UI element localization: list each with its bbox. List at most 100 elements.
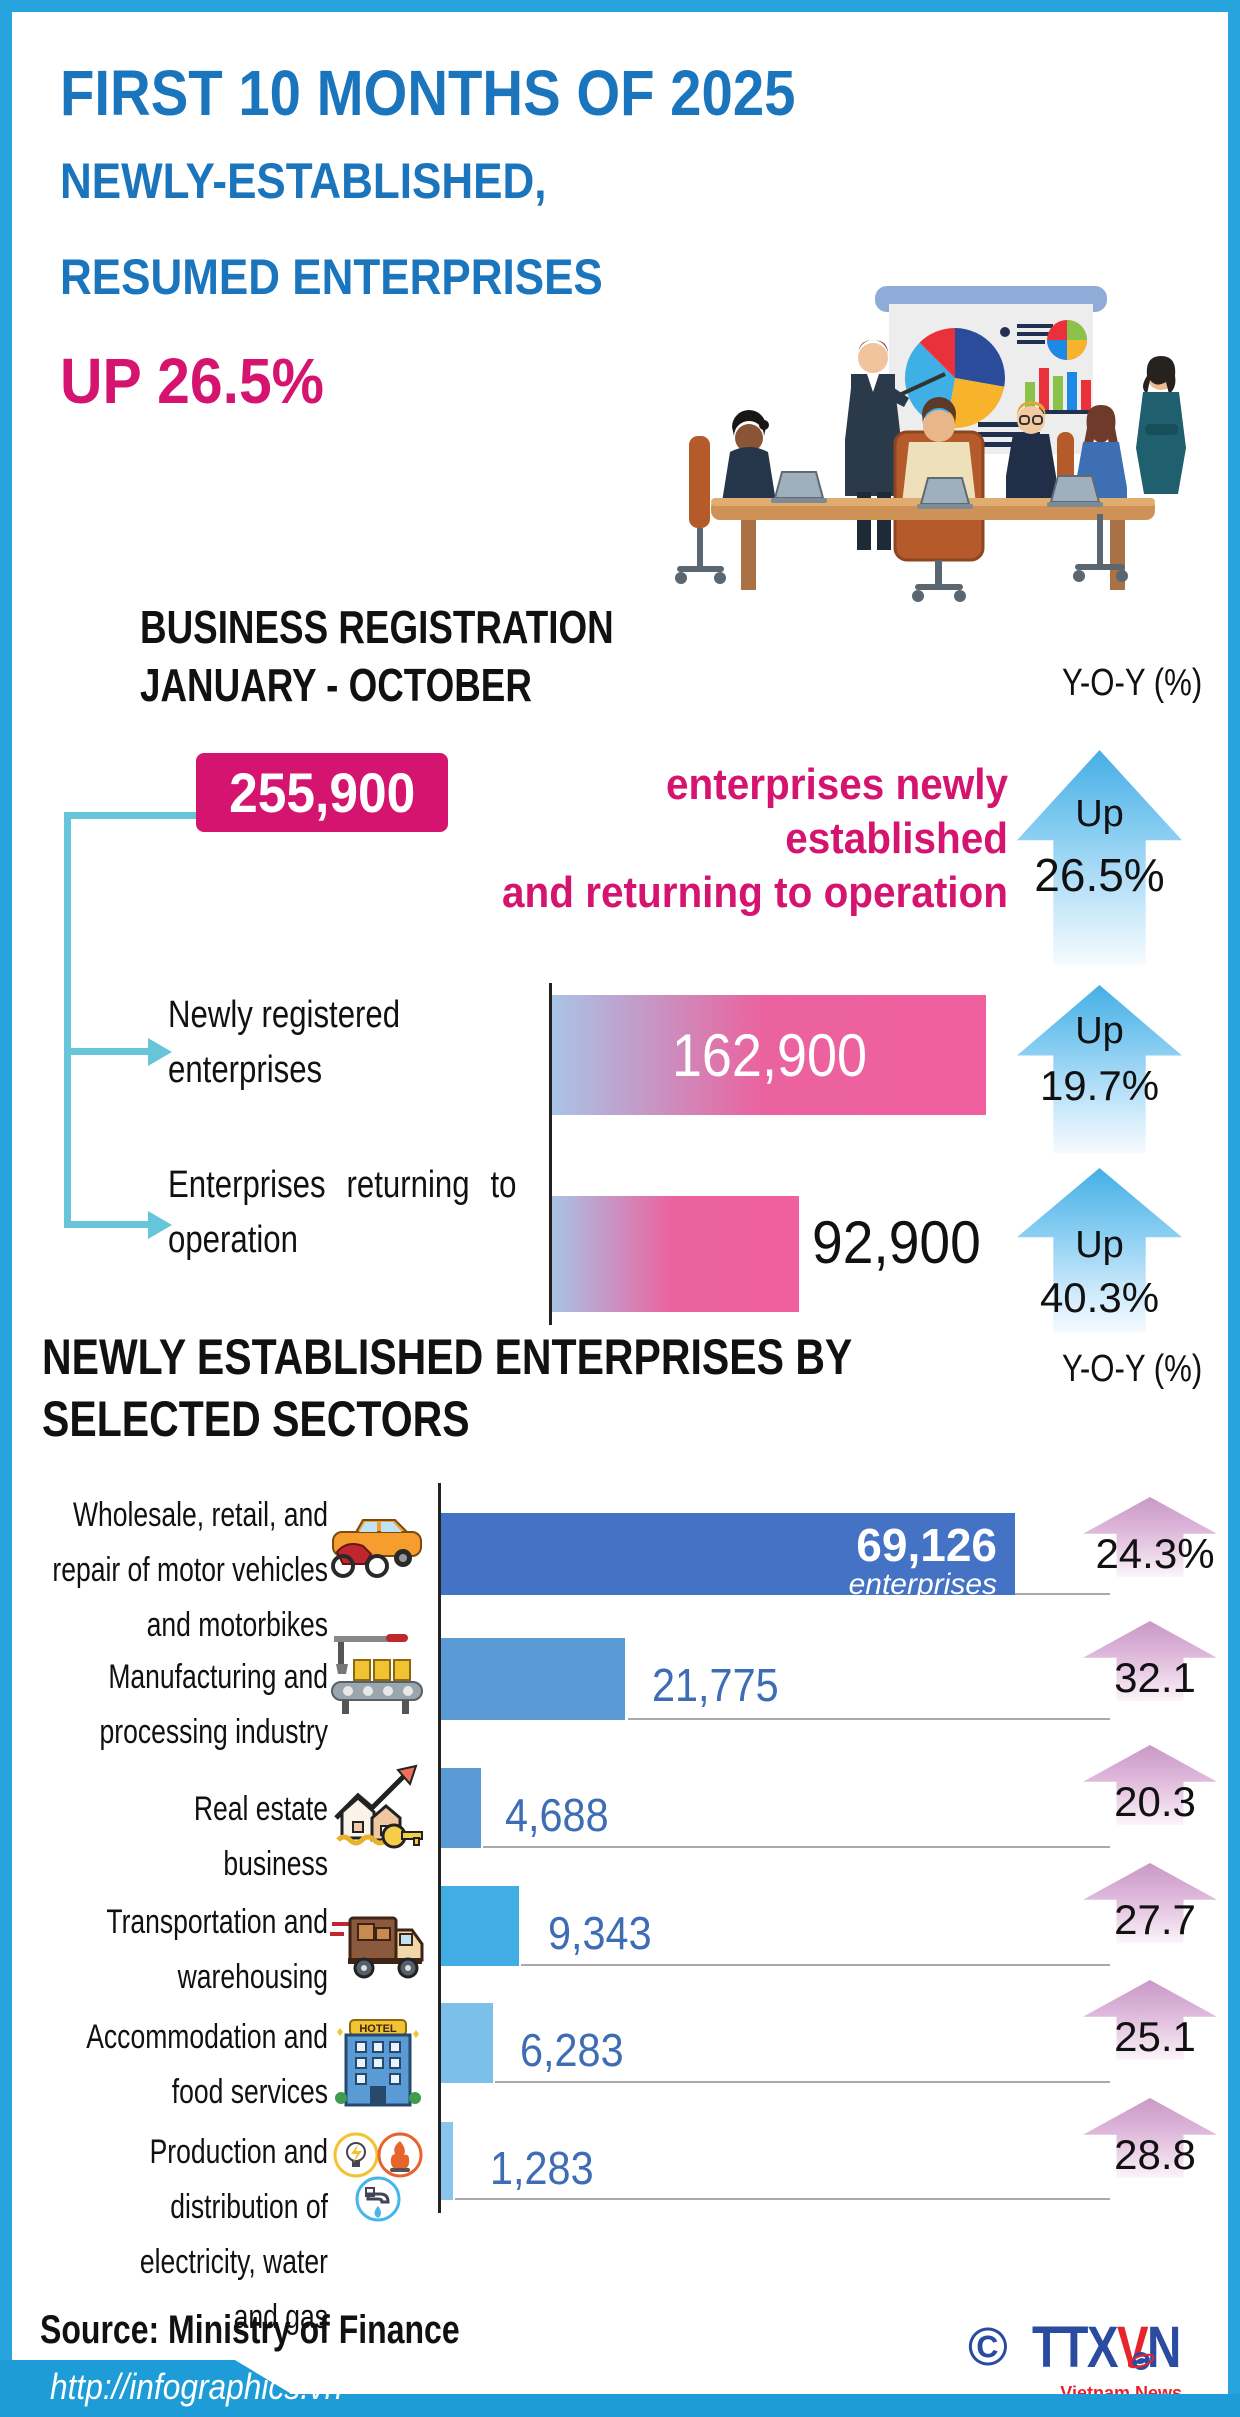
manufacturing-yoy-text: 32.1 [1114,1654,1196,1701]
utilities-label-l4: and gas [233,2298,328,2336]
bracket-arrow-line-1 [64,1048,150,1055]
bracket-arrow-line-2 [64,1221,150,1228]
frame-top [0,0,1240,12]
sectors-title-text1: NEWLY ESTABLISHED ENTERPRISES BY [42,1329,853,1385]
headline-stat-text: UP 26.5% [60,345,325,417]
utilities-label-l1: Production and [149,2133,328,2171]
bar-returning [552,1196,799,1312]
bracket-top-stub [64,812,196,819]
page-subtitle-line1: NEWLY-ESTABLISHED, [60,152,613,210]
bracket-vertical-line [64,812,71,1228]
real-estate-icon [328,1760,426,1854]
logo-ttx: TTX [1032,2315,1119,2380]
sector-label-wholesale: Wholesale, retail, and repair of motor v… [0,1488,328,1653]
manufacturing-label-l1: Manufacturing and [108,1658,328,1696]
total-caption-line1: enterprises newly established [666,760,1008,863]
bar-newly-registered-value: 162,900 [671,1021,867,1089]
returning-arrow-label-text: Up [1075,1224,1124,1266]
footer-url-text[interactable]: http://infographics.vn [50,2366,343,2407]
registration-axis-line [549,983,552,1325]
bar-real-estate [441,1768,481,1848]
wholesale-yoy-value: 24.3% [1085,1530,1225,1578]
accommodation-label-l1: Accommodation and [86,2018,328,2056]
car-icon [325,1508,427,1582]
bar-wholesale: 69,126 enterprises [441,1513,1015,1601]
sector-label-transportation: Transportation and warehousing [0,1895,328,2005]
total-arrow-value-text: 26.5% [1034,849,1165,901]
wholesale-label-l2: repair of motor vehicles [52,1551,329,1589]
total-caption: enterprises newly established and return… [450,758,1008,920]
accommodation-value: 6,283 [520,2023,635,2077]
sector-label-accommodation: Accommodation and food services [0,2010,328,2120]
frame-left [0,0,12,2417]
row1-label-line2: enterprises [168,1049,323,1091]
bar-newly-registered: 162,900 [552,995,986,1115]
accommodation-yoy-value: 25.1 [1085,2013,1225,2061]
newly-registered-arrow-value: 19.7% [1017,1062,1182,1110]
newly-registered-arrow-label-text: Up [1075,1010,1124,1052]
row2-label-line2: operation [168,1219,298,1261]
logo-n: N [1146,2315,1181,2380]
meeting-illustration [633,246,1225,618]
manufacturing-label-l2: processing industry [99,1713,328,1751]
total-arrow-value: 26.5% [1017,848,1182,902]
page-title-text: FIRST 10 MONTHS OF 2025 [60,57,796,129]
manufacturing-yoy-value: 32.1 [1085,1654,1225,1702]
footer-url[interactable]: http://infographics.vn [50,2366,382,2408]
transportation-yoy-value: 27.7 [1085,1896,1225,1944]
registration-section-title-line1: BUSINESS REGISTRATION [140,600,732,654]
real-estate-label-l2: business [223,1845,328,1883]
row-label-returning: Enterprises returning to operation [168,1158,593,1268]
registration-title-text1: BUSINESS REGISTRATION [140,601,614,653]
leader-line-manufacturing [628,1718,1110,1720]
sector-label-real-estate: Real estate business [0,1782,328,1892]
bracket-arrowhead-1-icon [148,1038,172,1066]
total-value: 255,900 [228,761,416,824]
page-subtitle-line2: RESUMED ENTERPRISES [60,248,677,306]
registration-title-text2: JANUARY - OCTOBER [140,659,532,711]
sectors-axis-line [438,1483,441,2213]
page-subtitle-line1-text: NEWLY-ESTABLISHED, [60,153,547,209]
transportation-label-l2: warehousing [177,1958,328,1996]
leader-line-wholesale [1015,1593,1110,1595]
newly-registered-arrow-value-text: 19.7% [1039,1062,1160,1109]
wholesale-yoy-text: 24.3% [1095,1530,1215,1577]
headline-stat: UP 26.5% [60,344,347,418]
row2-label-line1: Enterprises returning to [168,1164,517,1206]
utilities-value: 1,283 [490,2141,605,2195]
returning-arrow-value: 40.3% [1017,1274,1182,1322]
utilities-yoy-value: 28.8 [1085,2131,1225,2179]
utilities-icon [328,2130,428,2226]
copyright-symbol: © [968,2316,1008,2378]
frame-right [1228,0,1240,2417]
total-value-box: 255,900 [196,753,448,832]
utilities-value-text: 1,283 [490,2142,594,2194]
returning-arrow-value-text: 40.3% [1039,1274,1160,1321]
bar-returning-value-text: 92,900 [812,1209,981,1276]
sectors-section-title-line1: NEWLY ESTABLISHED ENTERPRISES BY [42,1328,1030,1386]
registration-yoy-label: Y-O-Y (%) [1062,662,1233,705]
page-title: FIRST 10 MONTHS OF 2025 [60,56,896,130]
real-estate-yoy-value: 20.3 [1085,1778,1225,1826]
real-estate-label-l1: Real estate [193,1790,328,1828]
copyright-glyph: © [968,2317,1008,2377]
accommodation-yoy-text: 25.1 [1114,2013,1196,2060]
registration-yoy-text: Y-O-Y (%) [1062,662,1203,704]
transportation-label-l1: Transportation and [106,1903,328,1941]
sector-label-utilities: Production and distribution of electrici… [0,2125,328,2345]
footer-strip [0,2394,1240,2417]
utilities-yoy-text: 28.8 [1114,2131,1196,2178]
transportation-value: 9,343 [548,1906,663,1960]
row-label-newly-registered: Newly registered enterprises [168,988,548,1098]
leader-line-real-estate [483,1846,1110,1848]
total-arrow-label-text: Up [1075,793,1124,835]
bar-accommodation [441,2003,493,2083]
svg-text:HOTEL: HOTEL [359,2023,397,2035]
manufacturing-value: 21,775 [652,1658,793,1712]
utilities-label-l2: distribution of [170,2188,328,2226]
returning-arrow-label: Up [1017,1224,1182,1267]
real-estate-value-text: 4,688 [505,1789,609,1841]
bar-returning-value: 92,900 [812,1208,996,1277]
bar-transportation [441,1886,519,1966]
sectors-yoy-text: Y-O-Y (%) [1062,1348,1203,1390]
